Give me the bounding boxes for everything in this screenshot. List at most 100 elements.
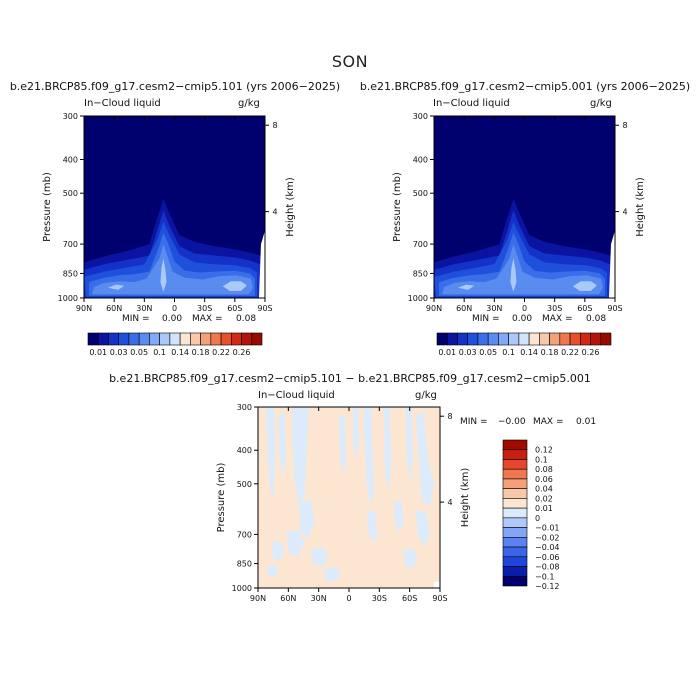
- diff-colorbar-swatch: [502, 546, 528, 558]
- diff-y2-axis-label: Height (km): [460, 468, 471, 528]
- right-colorbar-swatch: [477, 332, 489, 346]
- diff-colorbar-swatch: [502, 468, 528, 480]
- left-colorbar-label: 0.18: [192, 348, 210, 357]
- right-colorbar-swatch: [559, 332, 571, 346]
- left-y2-axis-label: Height (km): [285, 177, 296, 237]
- left-colorbar-swatch: [118, 332, 130, 346]
- diff-negative-patch: [292, 407, 309, 507]
- left-y-tick-label: 700: [63, 240, 78, 249]
- left-y-tick-label: 850: [63, 269, 78, 278]
- left-colorbar-swatch: [169, 332, 181, 346]
- diff-negative-patch: [272, 540, 285, 562]
- diff-max-label: MAX =: [533, 417, 564, 427]
- right-colorbar-label: 0.1: [502, 348, 515, 357]
- right-y-tick-label: 300: [413, 112, 428, 121]
- left-colorbar-swatch: [108, 332, 120, 346]
- left-colorbar-swatch: [138, 332, 150, 346]
- left-colorbar-swatch: [159, 332, 171, 346]
- diff-x-tick-label: 60N: [280, 594, 296, 603]
- left-colorbar-label: 0.1: [153, 348, 166, 357]
- diff-negative-patch: [310, 546, 329, 568]
- diff-colorbar-label: 0.12: [535, 446, 553, 455]
- diff-missing-area: [433, 581, 440, 588]
- diff-negative-patch: [363, 407, 375, 507]
- diff-y2-tick-label: 8: [447, 412, 452, 421]
- diff-negative-patch: [383, 407, 392, 490]
- left-x-tick-label: 90S: [257, 304, 272, 313]
- diff-colorbar-swatch: [502, 488, 528, 499]
- diff-negative-patch: [286, 530, 305, 557]
- figure-title: SON: [331, 52, 369, 71]
- diff-negative-patch: [278, 411, 287, 475]
- diff-colorbar-label: −0.04: [535, 543, 560, 552]
- right-y-tick-label: 850: [413, 269, 428, 278]
- left-contour-0.08: [222, 281, 247, 291]
- right-x-tick-label: 30N: [486, 304, 502, 313]
- right-colorbar-swatch: [508, 332, 520, 346]
- right-variable-label: In−Cloud liquid: [433, 98, 510, 109]
- left-colorbar-label: 0.14: [171, 348, 189, 357]
- left-colorbar-swatch: [190, 332, 201, 346]
- left-x-tick-label: 0: [172, 304, 177, 313]
- diff-negative-patch: [266, 407, 276, 501]
- diff-colorbar-label: −0.06: [535, 553, 560, 562]
- diff-colorbar-label: −0.12: [535, 582, 560, 591]
- diff-colorbar-label: −0.08: [535, 563, 560, 572]
- diff-negative-patch: [405, 407, 413, 484]
- diff-variable-label: In−Cloud liquid: [258, 390, 335, 401]
- right-colorbar-swatch: [467, 332, 479, 346]
- right-colorbar-label: 0.14: [520, 348, 538, 357]
- left-x-tick-label: 60N: [106, 304, 122, 313]
- left-variable-label: In−Cloud liquid: [84, 98, 161, 109]
- left-colorbar-swatch: [210, 332, 222, 346]
- left-missing-area: [258, 230, 265, 298]
- left-max-value: 0.08: [236, 314, 257, 324]
- right-contour-0.06: [442, 244, 603, 295]
- diff-colorbar-swatch: [502, 537, 528, 548]
- right-colorbar-label: 0.03: [459, 348, 477, 357]
- right-y-tick-label: 400: [413, 155, 428, 164]
- left-colorbar-swatch: [87, 332, 99, 346]
- diff-colorbar-label: −0.1: [535, 572, 554, 581]
- left-max-label: MAX =: [192, 314, 223, 324]
- diff-colorbar-swatch: [502, 507, 528, 519]
- diff-negative-patch: [403, 548, 418, 569]
- right-colorbar-swatch: [457, 332, 469, 346]
- left-contour-0.08: [108, 284, 125, 290]
- diff-negative-patch: [393, 500, 404, 533]
- right-colorbar-label: 0.22: [561, 348, 579, 357]
- right-panel-title: b.e21.BRCP85.f09_g17.cesm2−cmip5.001 (yr…: [359, 80, 691, 93]
- diff-negative-patch: [298, 500, 315, 539]
- right-x-tick-label: 60N: [456, 304, 472, 313]
- diff-colorbar-label: −0.02: [535, 533, 560, 542]
- right-max-value: 0.08: [586, 314, 607, 324]
- right-y2-axis-label: Height (km): [635, 177, 646, 237]
- diff-colorbar-swatch: [502, 556, 528, 567]
- left-colorbar-swatch: [128, 332, 140, 346]
- right-y-tick-label: 700: [413, 240, 428, 249]
- left-colorbar-swatch: [241, 332, 253, 346]
- diff-min-value: −0.00: [498, 417, 526, 427]
- diff-colorbar-label: 0.08: [535, 465, 553, 474]
- diff-negative-patch: [353, 407, 360, 458]
- right-colorbar-swatch: [569, 332, 581, 346]
- left-y-tick-label: 300: [63, 112, 78, 121]
- diff-colorbar-label: 0: [535, 514, 540, 523]
- diff-colorbar-swatch: [502, 575, 528, 587]
- right-colorbar-label: 0.26: [582, 348, 600, 357]
- right-colorbar-swatch: [487, 332, 499, 346]
- diff-negative-patch: [267, 564, 279, 578]
- left-y-axis-label: Pressure (mb): [42, 172, 53, 242]
- diff-negative-patch: [324, 567, 341, 582]
- left-x-tick-label: 90N: [76, 304, 92, 313]
- left-panel-title: b.e21.BRCP85.f09_g17.cesm2−cmip5.101 (yr…: [9, 80, 341, 93]
- diff-min-label: MIN =: [460, 417, 488, 427]
- right-x-tick-label: 90S: [607, 304, 622, 313]
- diff-colorbar-label: 0.04: [535, 485, 553, 494]
- diff-y-tick-label: 500: [237, 480, 252, 489]
- left-y-tick-label: 400: [63, 155, 78, 164]
- right-x-tick-label: 90N: [426, 304, 442, 313]
- right-colorbar-swatch: [436, 332, 448, 346]
